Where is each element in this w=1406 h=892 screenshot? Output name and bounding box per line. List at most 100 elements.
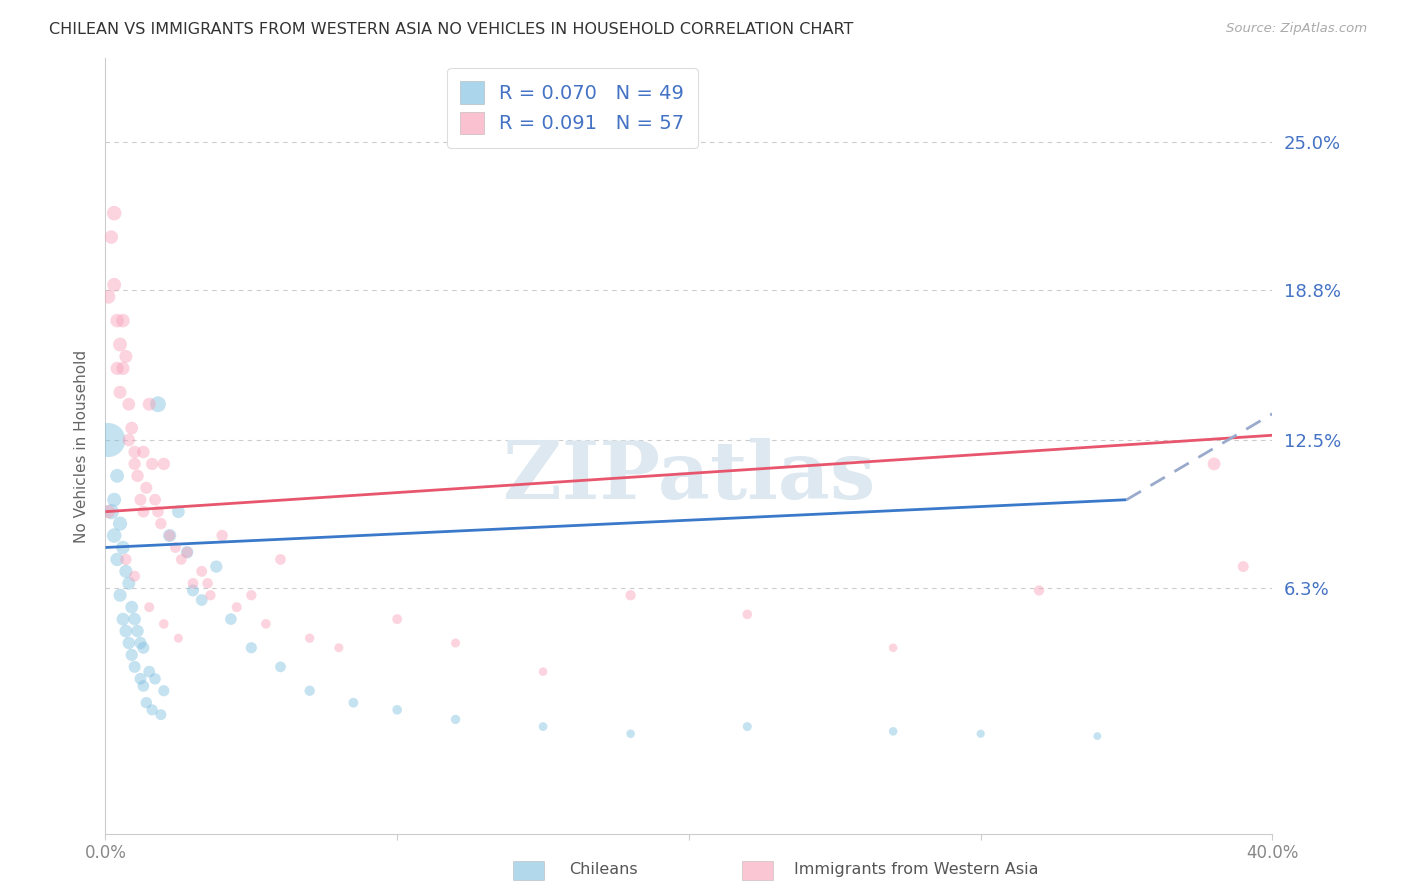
Legend: R = 0.070   N = 49, R = 0.091   N = 57: R = 0.070 N = 49, R = 0.091 N = 57 — [447, 68, 697, 147]
Y-axis label: No Vehicles in Household: No Vehicles in Household — [75, 350, 90, 542]
Point — [190, 565, 212, 579]
Point — [118, 636, 141, 650]
Point — [176, 545, 198, 559]
Point — [882, 640, 904, 655]
Point — [146, 397, 169, 411]
Text: Immigrants from Western Asia: Immigrants from Western Asia — [794, 863, 1039, 877]
Point — [118, 397, 141, 411]
Point — [159, 528, 181, 542]
Point — [444, 636, 467, 650]
Point — [111, 313, 134, 327]
Point — [882, 724, 904, 739]
Point — [121, 421, 143, 435]
Point — [115, 350, 138, 364]
Point — [970, 727, 993, 741]
Point — [132, 505, 155, 519]
Point — [619, 588, 641, 602]
Point — [385, 703, 409, 717]
Point — [115, 552, 138, 566]
Point — [103, 528, 125, 542]
Point — [124, 445, 146, 459]
Point — [135, 481, 157, 495]
Point — [197, 576, 219, 591]
Point — [269, 552, 292, 566]
Point — [153, 683, 174, 698]
Point — [138, 600, 160, 615]
Point — [619, 727, 641, 741]
Point — [444, 713, 467, 727]
Point — [190, 593, 212, 607]
Point — [342, 696, 364, 710]
Point — [129, 636, 152, 650]
Point — [124, 660, 146, 674]
Text: ZIPatlas: ZIPatlas — [503, 438, 875, 516]
Point — [159, 528, 181, 542]
Point — [219, 612, 242, 626]
Point — [531, 665, 554, 679]
Point — [108, 588, 131, 602]
Point — [225, 600, 247, 615]
Point — [153, 457, 174, 471]
Point — [240, 640, 263, 655]
Point — [181, 583, 204, 598]
Point — [132, 445, 155, 459]
Point — [298, 683, 321, 698]
Point — [105, 313, 128, 327]
Point — [1087, 729, 1109, 743]
Point — [149, 707, 172, 722]
Point — [97, 433, 120, 447]
Point — [105, 468, 128, 483]
Point — [97, 290, 120, 304]
Point — [240, 588, 263, 602]
Point — [167, 505, 190, 519]
Point — [146, 505, 169, 519]
Point — [111, 361, 134, 376]
Point — [205, 559, 228, 574]
Point — [737, 607, 759, 622]
Point — [124, 457, 146, 471]
Point — [108, 385, 131, 400]
Point — [108, 516, 131, 531]
Point — [211, 528, 233, 542]
Point — [127, 468, 149, 483]
Point — [132, 679, 155, 693]
Point — [103, 206, 125, 220]
Point — [385, 612, 409, 626]
Point — [103, 277, 125, 292]
Point — [121, 600, 143, 615]
Point — [1232, 559, 1254, 574]
Point — [100, 505, 122, 519]
Point — [141, 703, 163, 717]
Point — [118, 433, 141, 447]
Point — [181, 576, 204, 591]
Point — [129, 672, 152, 686]
Text: Chileans: Chileans — [569, 863, 638, 877]
Point — [200, 588, 222, 602]
Point — [165, 541, 187, 555]
Point — [531, 720, 554, 734]
Point — [124, 569, 146, 583]
Point — [328, 640, 350, 655]
Point — [167, 631, 190, 645]
Point — [103, 492, 125, 507]
Point — [118, 576, 141, 591]
Point — [127, 624, 149, 638]
Point — [149, 516, 172, 531]
Point — [97, 505, 120, 519]
Point — [121, 648, 143, 662]
Point — [737, 720, 759, 734]
Point — [143, 492, 166, 507]
Point — [108, 337, 131, 351]
Point — [135, 696, 157, 710]
Point — [1028, 583, 1050, 598]
Point — [105, 361, 128, 376]
Point — [176, 545, 198, 559]
Point — [111, 612, 134, 626]
Text: CHILEAN VS IMMIGRANTS FROM WESTERN ASIA NO VEHICLES IN HOUSEHOLD CORRELATION CHA: CHILEAN VS IMMIGRANTS FROM WESTERN ASIA … — [49, 22, 853, 37]
Point — [138, 665, 160, 679]
Point — [170, 552, 193, 566]
Point — [138, 397, 160, 411]
Text: Source: ZipAtlas.com: Source: ZipAtlas.com — [1226, 22, 1367, 36]
Point — [132, 640, 155, 655]
Point — [115, 624, 138, 638]
